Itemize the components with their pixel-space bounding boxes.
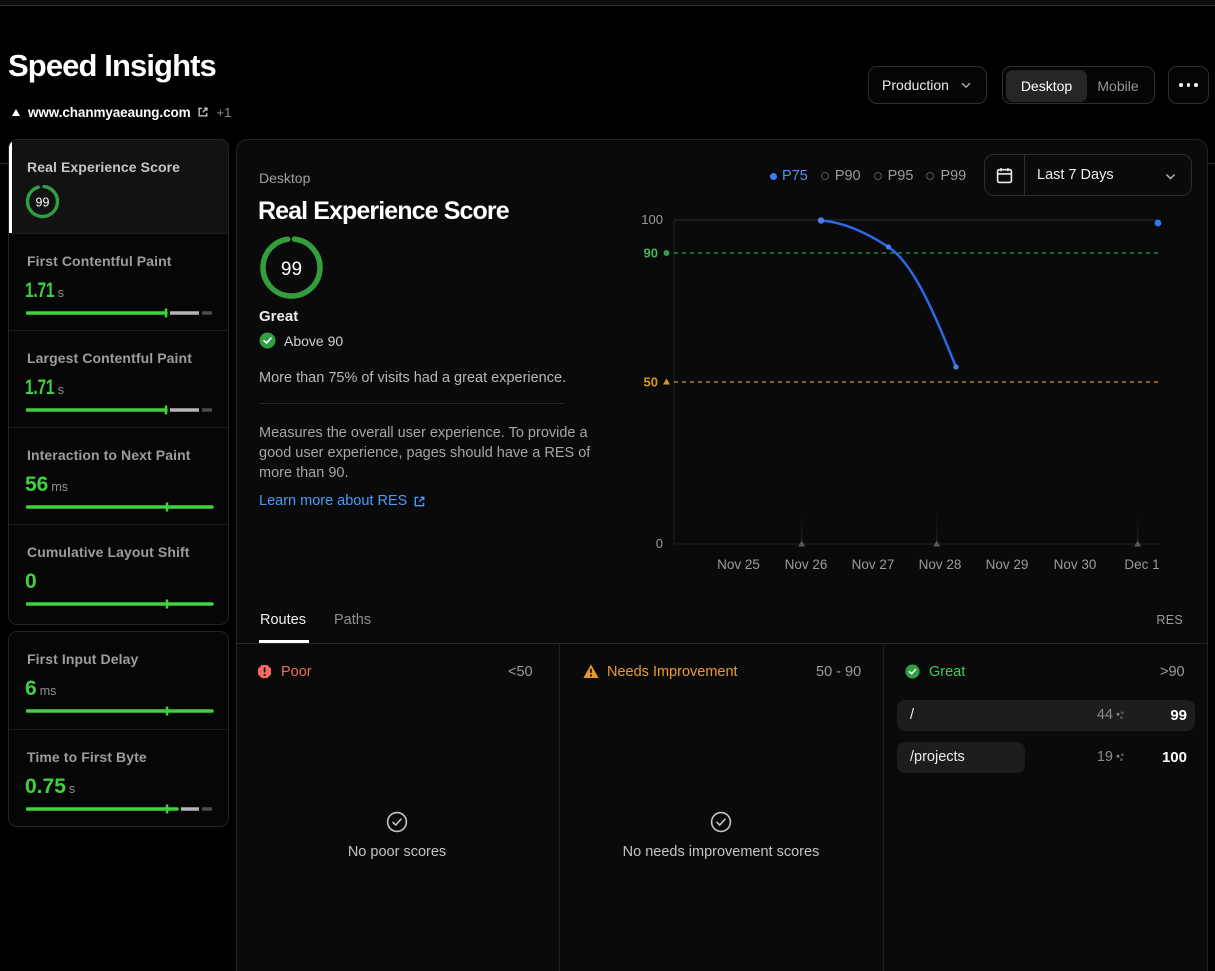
svg-text:100: 100 bbox=[641, 212, 663, 227]
svg-text:Nov 29: Nov 29 bbox=[986, 557, 1029, 572]
svg-text:90: 90 bbox=[644, 246, 658, 261]
svg-text:Nov 28: Nov 28 bbox=[919, 557, 962, 572]
svg-text:Nov 30: Nov 30 bbox=[1054, 557, 1097, 572]
svg-text:Nov 25: Nov 25 bbox=[717, 557, 760, 572]
svg-text:0: 0 bbox=[656, 536, 663, 551]
svg-text:Dec 1: Dec 1 bbox=[1124, 557, 1159, 572]
svg-text:Nov 26: Nov 26 bbox=[785, 557, 828, 572]
svg-text:99: 99 bbox=[36, 195, 50, 209]
svg-text:99: 99 bbox=[281, 259, 302, 280]
svg-text:Nov 27: Nov 27 bbox=[852, 557, 895, 572]
svg-text:50: 50 bbox=[644, 375, 658, 390]
